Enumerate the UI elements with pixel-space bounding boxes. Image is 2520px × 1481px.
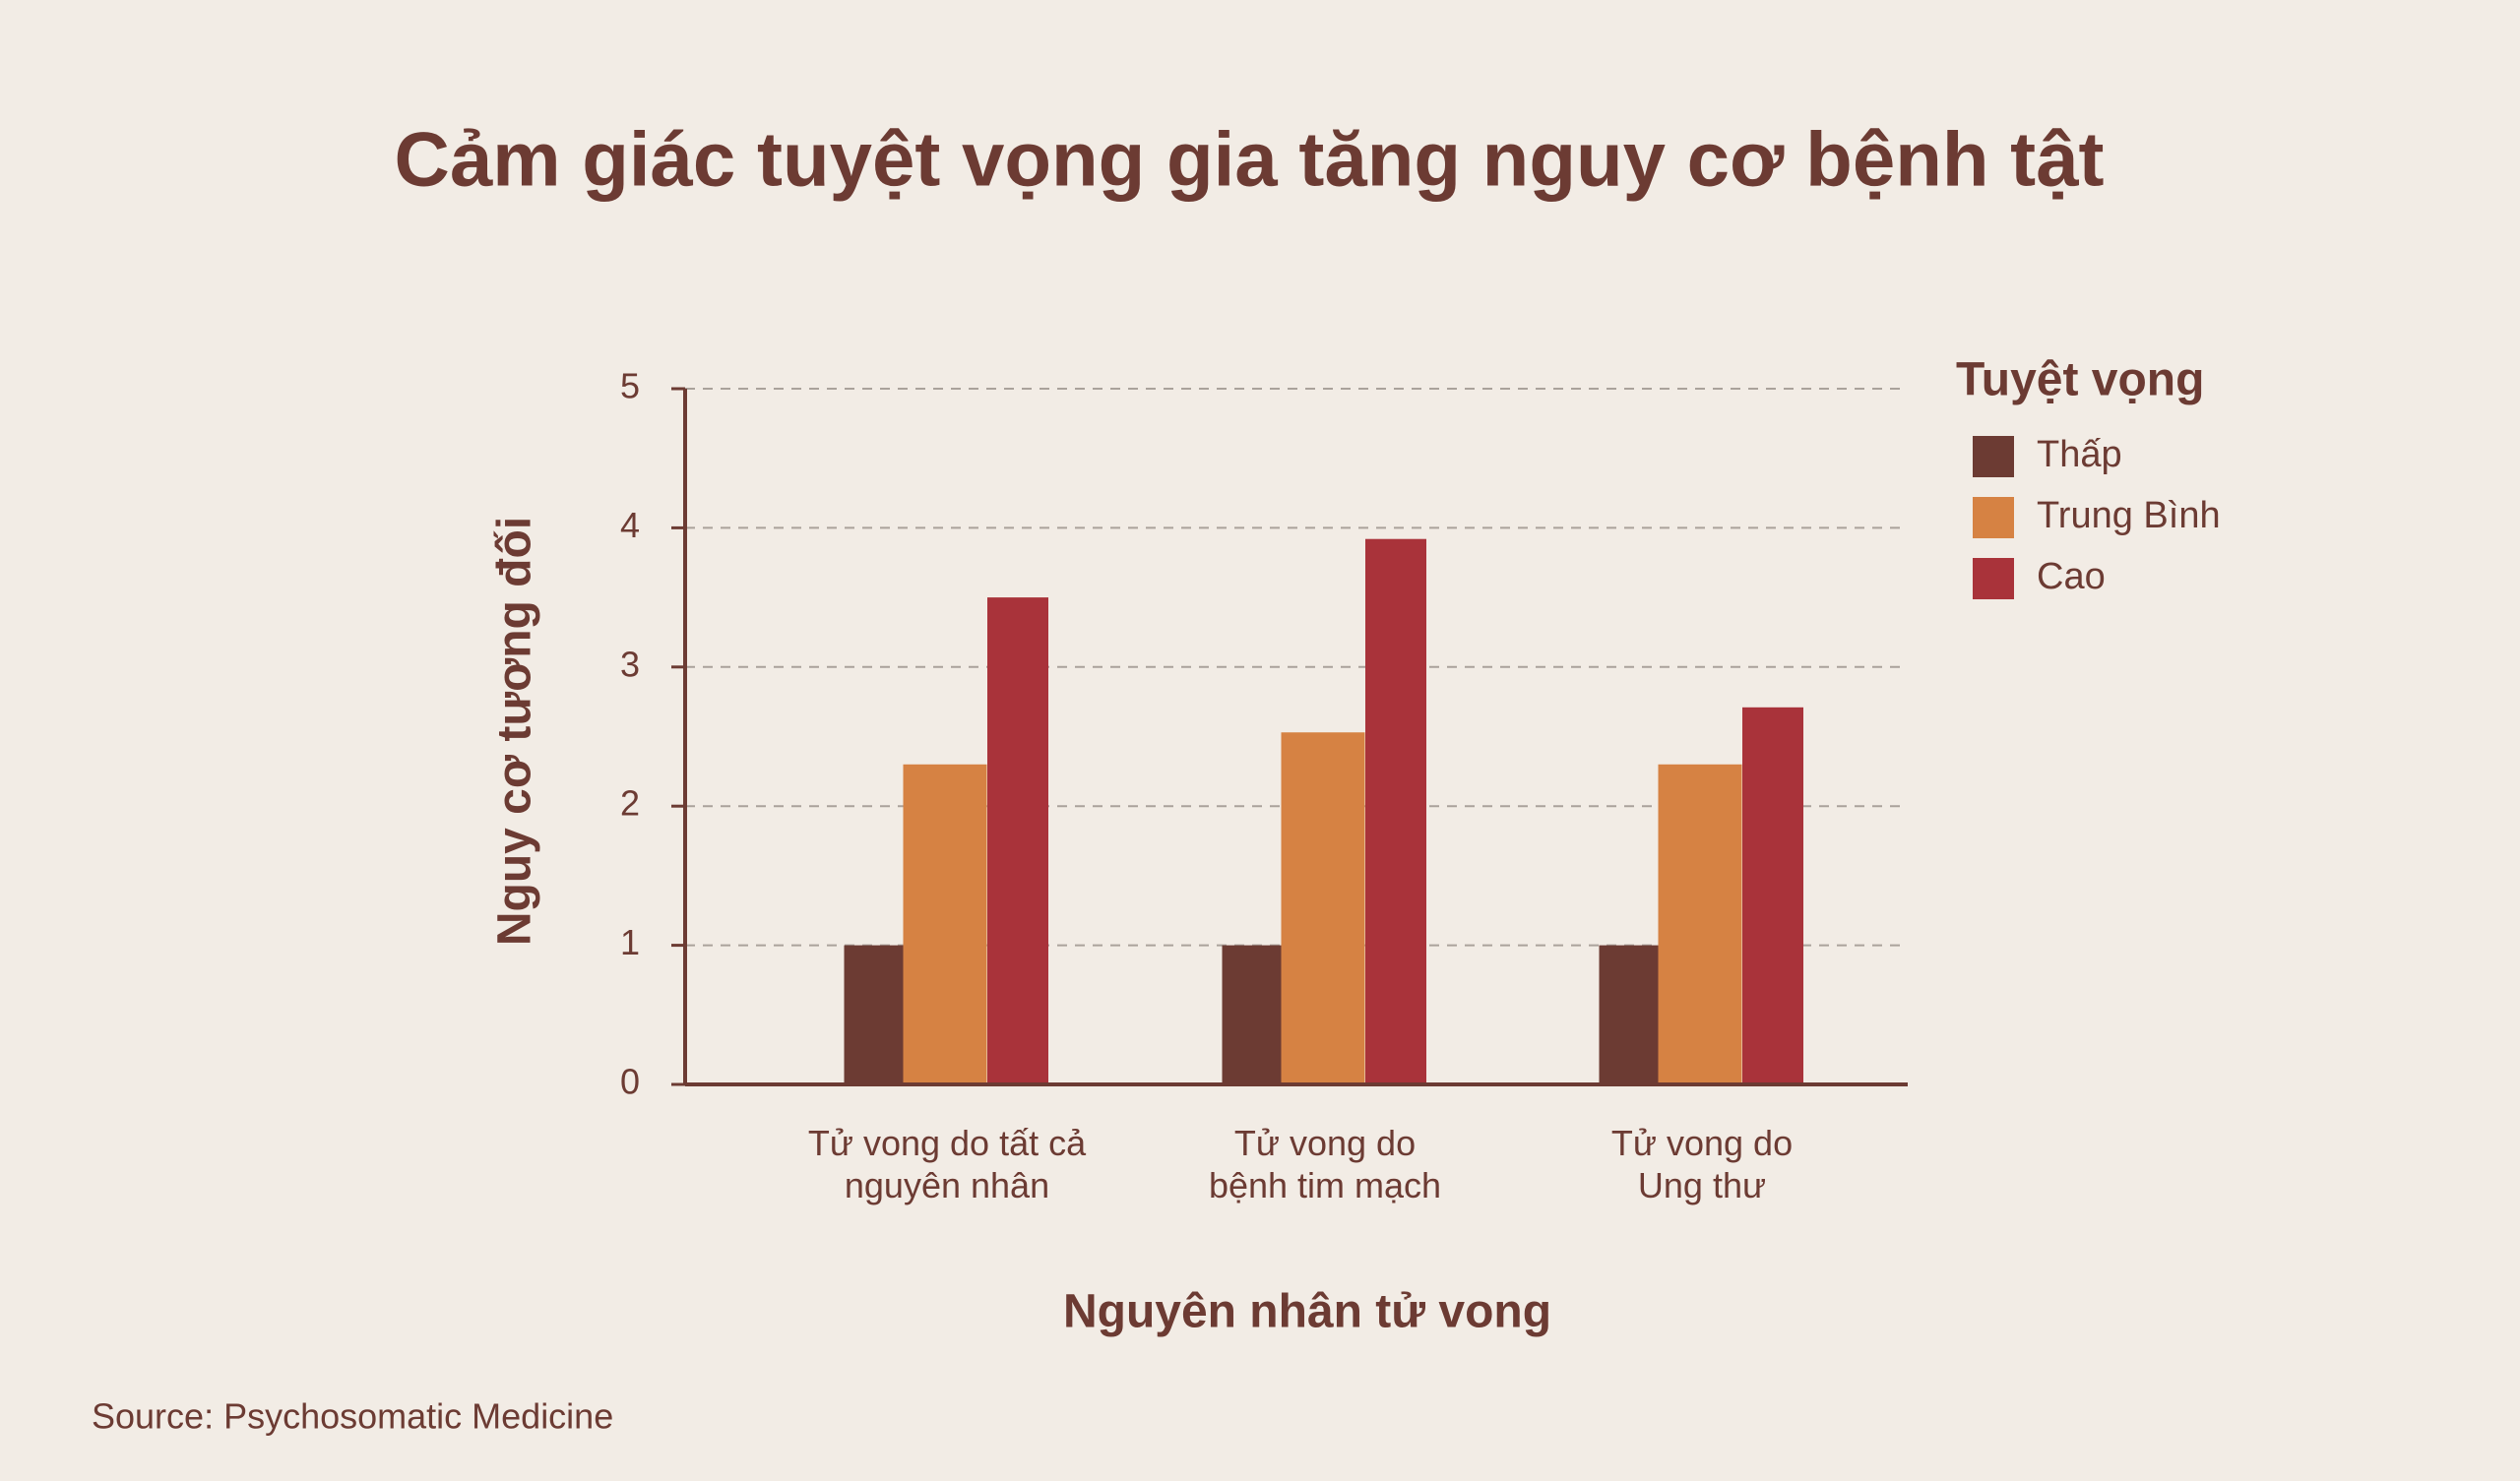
y-tick-label: 0: [620, 1062, 640, 1102]
legend-swatch: [1973, 558, 2014, 599]
source: Source: Psychosomatic Medicine: [92, 1396, 613, 1437]
legend-label: Thấp: [2037, 434, 2122, 475]
bar: [1658, 764, 1742, 1084]
x-axis-label: Nguyên nhân tử vong: [1063, 1286, 1551, 1338]
bar: [987, 597, 1048, 1084]
chart-title: Cảm giác tuyệt vọng gia tăng nguy cơ bện…: [395, 116, 2105, 203]
x-tick-label: Tử vong do tất cả nguyên nhân: [808, 1123, 1087, 1205]
legend-title: Tuyệt vọng: [1956, 354, 2204, 406]
x-tick-label: Tử vong do Ung thư: [1611, 1123, 1793, 1205]
x-tick-label: Tử vong do bệnh tim mạch: [1209, 1123, 1441, 1205]
y-tick-label: 5: [620, 366, 640, 406]
y-tick-label: 1: [620, 922, 640, 962]
y-axis-label: Nguy cơ tương đối: [489, 517, 541, 946]
legend-swatch: [1973, 436, 2014, 477]
legend-label: Cao: [2037, 556, 2106, 597]
bar: [1365, 538, 1426, 1084]
bar: [1281, 732, 1365, 1084]
y-tick-label: 3: [620, 644, 640, 684]
bar: [903, 764, 987, 1084]
y-tick-label: 4: [620, 505, 640, 545]
bar: [1742, 707, 1803, 1084]
y-tick-label: 2: [620, 783, 640, 824]
legend-swatch: [1973, 497, 2014, 538]
legend-label: Trung Bình: [2037, 495, 2221, 536]
